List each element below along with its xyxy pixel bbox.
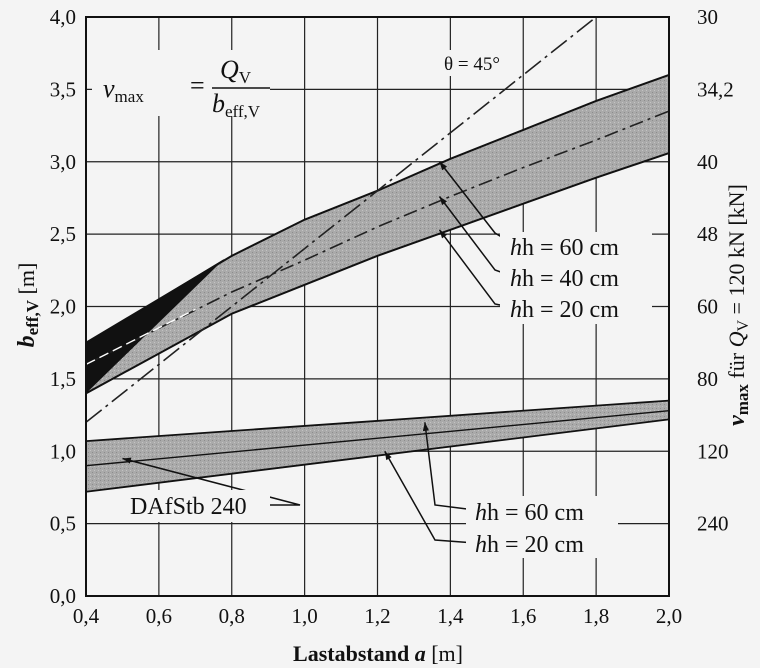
formula-lhs: v xyxy=(103,74,115,103)
series-lower-h60 xyxy=(85,399,670,443)
y-tick-label: 3,0 xyxy=(50,150,76,174)
x-tick-label: 1,4 xyxy=(437,604,464,628)
upper-band-area xyxy=(86,74,669,394)
formula-den: b xyxy=(212,89,225,118)
svg-text:hh = 20 cm: hh = 20 cm xyxy=(475,532,584,558)
leader-line xyxy=(384,450,476,544)
lower-h60-label: h = 60 cm xyxy=(487,500,584,526)
y2-tick-label: 240 xyxy=(697,512,729,536)
series-lines xyxy=(85,16,670,493)
svg-text:hh = 20 cm: hh = 20 cm xyxy=(510,297,619,323)
svg-text:beff,V: beff,V xyxy=(212,89,261,121)
leader-arrowhead xyxy=(384,451,392,461)
lower-h-labels: hh = 60 cm hh = 20 cm xyxy=(466,496,618,558)
formula-den-sub: eff,V xyxy=(225,102,261,121)
series-upper-h40-wedge xyxy=(85,308,196,366)
upper-h60-label: h = 60 cm xyxy=(522,235,619,261)
dafstb-label: DAfStb 240 xyxy=(130,494,247,520)
y2-tick-label: 40 xyxy=(697,150,718,174)
tick-labels: 0,4 0,6 0,8 1,0 1,2 1,4 1,6 1,8 2,0 0,0 0,5 1,0 1,5 2… xyxy=(50,5,734,628)
upper-h40-label: h = 40 cm xyxy=(522,266,619,292)
formula-num: Q xyxy=(220,55,239,84)
y2-tick-label: 34,2 xyxy=(697,77,734,101)
series-lower-mid xyxy=(85,410,670,467)
leader-line xyxy=(424,422,476,511)
y2-tick-label: 60 xyxy=(697,295,718,319)
series-upper-h60 xyxy=(85,73,670,344)
y2-tick-label: 30 xyxy=(697,5,718,29)
svg-text:hh = 40 cm: hh = 40 cm xyxy=(510,266,619,292)
x-tick-label: 0,8 xyxy=(219,604,245,628)
theta-label-group: θ = 45° xyxy=(440,50,518,76)
formula-num-sub: V xyxy=(239,68,252,87)
y-tick-label: 2,0 xyxy=(50,295,76,319)
leader-arrowhead xyxy=(439,196,448,206)
y-tick-label: 2,5 xyxy=(50,222,76,246)
x-tick-label: 0,4 xyxy=(73,604,100,628)
theta-45-line xyxy=(85,16,597,423)
x-tick-label: 1,8 xyxy=(583,604,609,628)
x-tick-label: 2,0 xyxy=(656,604,682,628)
leader-arrowhead xyxy=(122,457,132,464)
lower-band-area xyxy=(86,400,669,492)
x-tick-label: 1,0 xyxy=(292,604,318,628)
x-tick-label: 1,2 xyxy=(364,604,390,628)
bands xyxy=(86,74,669,492)
y-tick-label: 3,5 xyxy=(50,77,76,101)
series-lower-h20 xyxy=(85,418,670,493)
y-tick-label: 0,5 xyxy=(50,512,76,536)
svg-text:hh = 60 cm: hh = 60 cm xyxy=(475,500,584,526)
theta-label: θ = 45° xyxy=(444,54,500,75)
svg-text:hh = 60 cm: hh = 60 cm xyxy=(510,235,619,261)
svg-text:vmax: vmax xyxy=(103,74,144,106)
lower-h20-label: h = 20 cm xyxy=(487,532,584,558)
y-tick-label: 1,5 xyxy=(50,367,76,391)
leader-line xyxy=(122,457,301,506)
formula: vmax = QV beff,V xyxy=(92,50,270,121)
x-axis-label: Lastabstand a [m] xyxy=(293,641,463,666)
leader-arrowhead xyxy=(439,229,447,239)
plot-frame xyxy=(85,16,670,597)
svg-text:=: = xyxy=(190,71,205,100)
y2-tick-label: 120 xyxy=(697,439,729,463)
leader-arrowhead xyxy=(422,422,429,432)
svg-text:QV: QV xyxy=(220,55,252,87)
y-tick-label: 0,0 xyxy=(50,584,76,608)
y-tick-label: 4,0 xyxy=(50,5,76,29)
y2-axis-label: vmax für QV = 120 kN [kN] xyxy=(724,184,752,426)
y-tick-label: 1,0 xyxy=(50,439,76,463)
series-upper-h40 xyxy=(85,110,670,366)
formula-lhs-sub: max xyxy=(115,87,145,106)
dafstb-label-group: DAfStb 240 xyxy=(126,490,270,522)
upper-h-labels: hh = 60 cm hh = 40 cm hh = 20 cm xyxy=(500,232,652,324)
series-upper-h20 xyxy=(85,152,670,395)
upper-h20-label: h = 20 cm xyxy=(522,297,619,323)
leader-arrowhead xyxy=(439,161,448,171)
y2-tick-label: 48 xyxy=(697,222,718,246)
x-tick-label: 0,6 xyxy=(146,604,172,628)
y2-tick-label: 80 xyxy=(697,367,718,391)
upper-band-dark-wedge xyxy=(86,258,225,394)
x-tick-label: 1,6 xyxy=(510,604,536,628)
y-axis-label: beff,V [m] xyxy=(14,263,42,348)
